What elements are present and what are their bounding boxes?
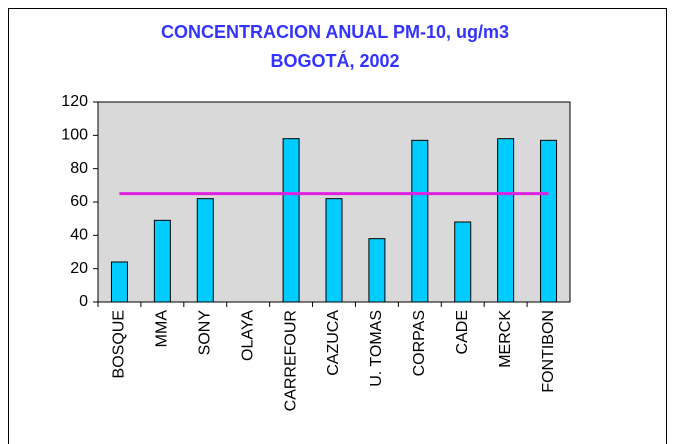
chart-title: CONCENTRACION ANUAL PM-10, ug/m3 xyxy=(161,22,509,42)
y-tick-label: 60 xyxy=(70,193,88,210)
bar xyxy=(110,261,128,303)
x-tick-label: U. TOMAS xyxy=(368,310,385,387)
x-tick-label: SONY xyxy=(196,310,213,356)
x-tick-label: CORPAS xyxy=(411,310,428,376)
bar xyxy=(454,221,472,303)
x-tick-label: CARREFOUR xyxy=(282,310,299,411)
bar xyxy=(153,219,171,303)
x-tick-label: CADE xyxy=(454,310,471,354)
y-tick-label: 120 xyxy=(61,93,88,110)
y-tick-label: 80 xyxy=(70,160,88,177)
bar xyxy=(282,138,300,303)
y-tick-label: 0 xyxy=(79,293,88,310)
x-tick-label: FONTIBON xyxy=(540,310,557,393)
chart-title: BOGOTÁ, 2002 xyxy=(270,50,399,71)
bar xyxy=(540,139,558,303)
bar xyxy=(325,198,343,303)
bar xyxy=(196,198,214,303)
y-tick-label: 100 xyxy=(61,127,88,144)
x-tick-label: CAZUCA xyxy=(325,310,342,376)
bar xyxy=(497,138,515,303)
x-tick-label: MMA xyxy=(154,310,171,348)
x-tick-label: OLAYA xyxy=(239,310,256,361)
y-tick-label: 20 xyxy=(70,260,88,277)
bar xyxy=(368,238,386,303)
y-tick-label: 40 xyxy=(70,227,88,244)
x-tick-label: BOSQUE xyxy=(111,310,128,378)
x-tick-label: MERCK xyxy=(497,310,514,368)
bar xyxy=(411,139,429,303)
